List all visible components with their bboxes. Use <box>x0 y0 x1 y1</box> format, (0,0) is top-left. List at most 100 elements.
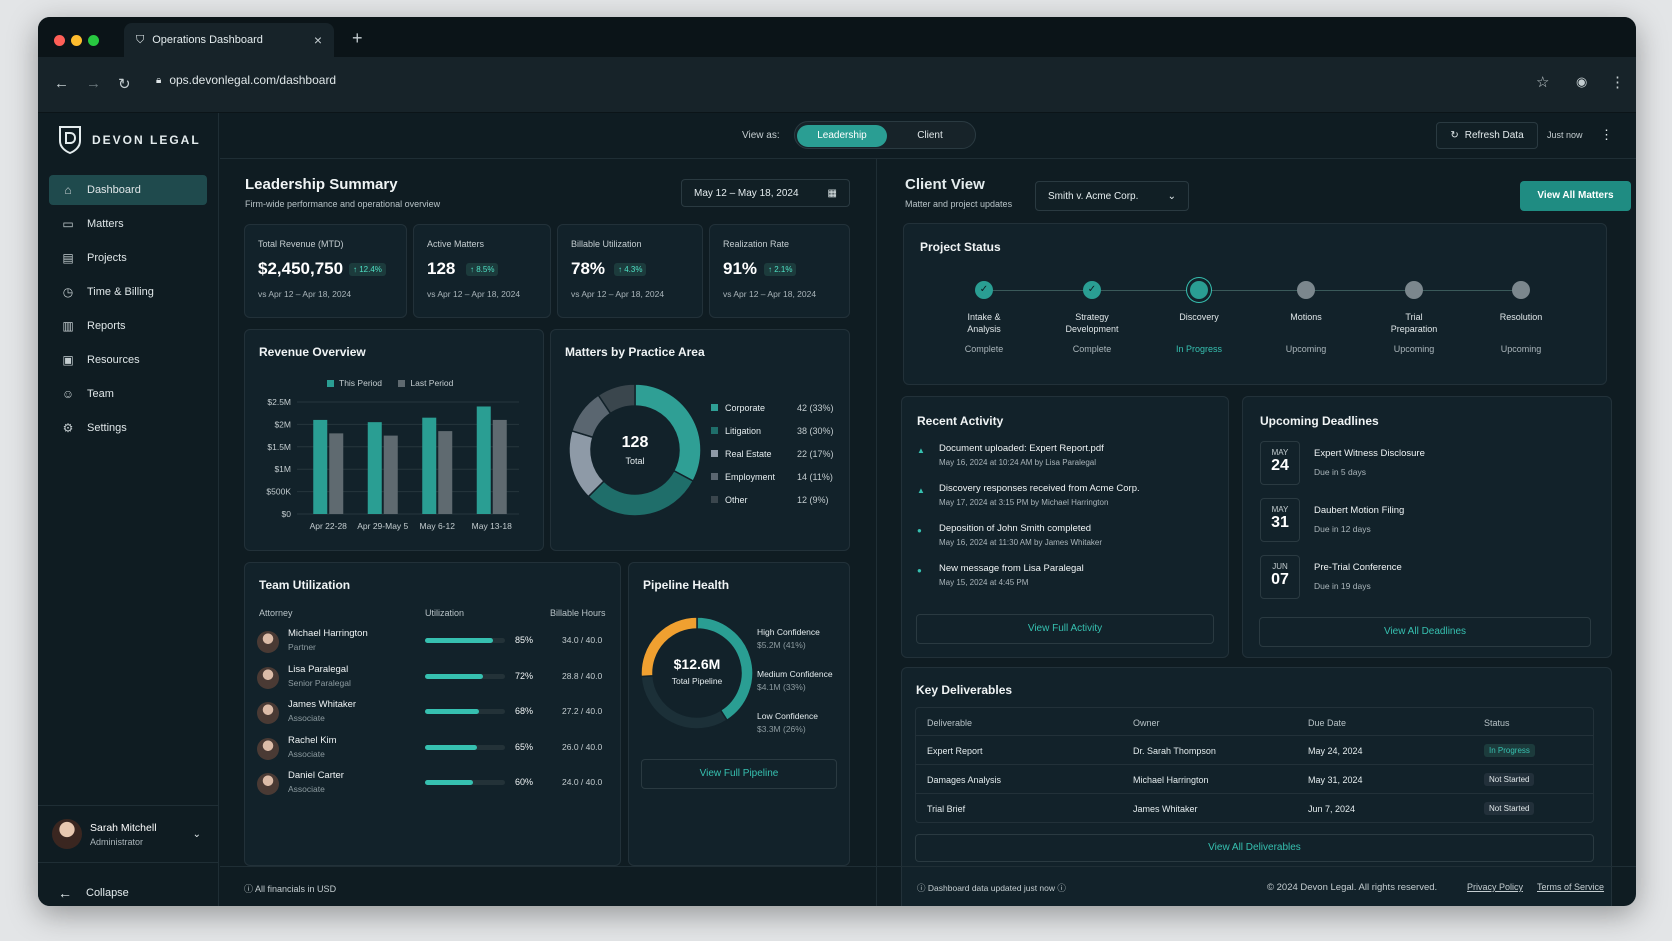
url-field[interactable]: 🔒︎ ops.devonlegal.com/dashboard <box>156 65 1526 95</box>
sidebar-item-projects[interactable]: ▤ Projects <box>49 243 207 273</box>
terms-of-service-link[interactable]: Terms of Service <box>1537 882 1605 892</box>
bar-this-period[interactable] <box>313 419 328 514</box>
table-row[interactable]: Expert Report Dr. Sarah Thompson May 24, 2… <box>916 736 1593 765</box>
forward-icon[interactable]: → <box>86 75 101 92</box>
date-range-picker[interactable]: May 12 – May 18, 2024 ▦ <box>681 179 850 207</box>
list-item[interactable]: MAY 24 Expert Witness Disclosure Due in 5 d… <box>1260 441 1590 487</box>
attorney-name: Daniel Carter <box>288 770 344 781</box>
browser-tab[interactable]: ⛉ Operations Dashboard × <box>124 23 334 57</box>
card-title: Recent Activity <box>917 414 1004 428</box>
y-tick-label: $1M <box>274 464 291 474</box>
matter-select[interactable]: Smith v. Acme Corp. ⌄ <box>1035 181 1189 211</box>
step-4[interactable]: Motions Upcoming <box>1256 312 1356 354</box>
sidebar-item-matters[interactable]: ▭ Matters <box>49 209 207 239</box>
view-full-pipeline-button[interactable]: View Full Pipeline <box>641 759 837 789</box>
new-tab-icon[interactable]: + <box>352 28 363 48</box>
kpi-card-revenue[interactable]: Total Revenue (MTD) $2,450,750 ↑ 12.4% v… <box>244 224 407 318</box>
profile-icon[interactable]: ◉ <box>1576 74 1588 89</box>
collapse-button[interactable]: ← Collapse <box>58 885 129 901</box>
attorney-role: Associate <box>288 713 325 723</box>
attorney-role: Associate <box>288 784 325 794</box>
practice-slice[interactable] <box>587 469 695 517</box>
sidebar-item-settings[interactable]: ⚙ Settings <box>49 413 207 443</box>
legend-row: Real Estate 22 (17%) <box>711 442 841 465</box>
list-item[interactable]: ● New message from Lisa Paralegal May 15, … <box>917 563 1217 597</box>
sidebar-item-resources[interactable]: ▣ Resources <box>49 345 207 375</box>
brand-logo[interactable]: DEVON LEGAL <box>58 125 201 155</box>
bar-this-period[interactable] <box>367 422 382 514</box>
donut-center-label: Total <box>625 456 645 466</box>
team-utilization-card: Team Utilization Attorney Utilization Bi… <box>244 562 621 866</box>
bar-last-period[interactable] <box>383 435 398 514</box>
view-all-matters-button[interactable]: View All Matters <box>1520 181 1631 211</box>
privacy-policy-link[interactable]: Privacy Policy <box>1467 882 1524 892</box>
sidebar-item-reports[interactable]: ▥ Reports <box>49 311 207 341</box>
step-5[interactable]: Trial Preparation Upcoming <box>1364 312 1464 354</box>
table-row[interactable]: Damages Analysis Michael Harrington May 31… <box>916 765 1593 794</box>
col-header-due-date: Due Date <box>1308 718 1347 728</box>
step-1[interactable]: Intake & Analysis Complete <box>934 312 1034 354</box>
status-badge: Not Started <box>1484 802 1535 815</box>
close-window-button[interactable] <box>54 35 65 46</box>
sidebar-item-time-billing[interactable]: ◷ Time & Billing <box>49 277 207 307</box>
step-2[interactable]: Strategy Development Complete <box>1042 312 1142 354</box>
bar-this-period[interactable] <box>422 417 437 514</box>
step-3[interactable]: Discovery In Progress <box>1149 312 1249 354</box>
pipeline-legend: High Confidence $5.2M (41%) Medium Confid… <box>757 626 833 736</box>
bar-this-period[interactable] <box>476 406 491 514</box>
list-item[interactable]: ▲ Document uploaded: Expert Report.pdf May… <box>917 443 1217 477</box>
step-6[interactable]: Resolution Upcoming <box>1471 312 1571 354</box>
sidebar-item-team[interactable]: ☺ Team <box>49 379 207 409</box>
attorney-name: James Whitaker <box>288 699 357 710</box>
list-item[interactable]: ▲ Discovery responses received from Acme … <box>917 483 1217 517</box>
bar-chart-icon: ▥ <box>62 319 74 333</box>
tab-client[interactable]: Client <box>917 130 943 141</box>
pipeline-slice[interactable] <box>640 616 698 678</box>
table-row[interactable]: Trial Brief James Whitaker Jun 7, 2024 Not … <box>916 794 1593 823</box>
date-badge: JUN 07 <box>1260 555 1300 599</box>
more-icon[interactable]: ⋮ <box>1600 127 1613 142</box>
practice-slice[interactable] <box>568 429 605 498</box>
list-item[interactable]: ● Deposition of John Smith completed May 1… <box>917 523 1217 557</box>
deadline-due: Due in 5 days <box>1314 467 1366 477</box>
deliverable-owner: Dr. Sarah Thompson <box>1133 746 1216 756</box>
revenue-bar-chart: $2.5M $2M $1.5M $1M $500K $0 Apr 22-28 Apr 29-M… <box>266 397 519 531</box>
tab-leadership[interactable]: Leadership <box>797 125 887 147</box>
kpi-card-utilization[interactable]: Billable Utilization 78% ↑ 4.3% vs Apr 1… <box>557 224 703 318</box>
lock-icon: 🔒︎ <box>156 74 162 86</box>
sidebar-item-label: Projects <box>87 252 127 264</box>
upcoming-deadlines-card: Upcoming Deadlines MAY 24 Expert Witness D… <box>1242 396 1612 658</box>
close-tab-icon[interactable]: × <box>313 32 322 48</box>
view-all-deadlines-button[interactable]: View All Deadlines <box>1259 617 1591 647</box>
kpi-card-realization[interactable]: Realization Rate 91% ↑ 2.1% vs Apr 12 – … <box>709 224 850 318</box>
recent-activity-card: Recent Activity ▲ Document uploaded: Expe… <box>901 396 1229 658</box>
view-all-deliverables-button[interactable]: View All Deliverables <box>915 834 1594 862</box>
minimize-window-button[interactable] <box>71 35 82 46</box>
chevron-down-icon: ⌄ <box>1167 190 1176 202</box>
card-title: Project Status <box>920 240 1001 254</box>
practice-slice[interactable] <box>597 383 636 415</box>
practice-slice[interactable] <box>634 383 702 483</box>
view-full-activity-button[interactable]: View Full Activity <box>916 614 1214 644</box>
kpi-card-active-matters[interactable]: Active Matters 128 ↑ 8.5% vs Apr 12 – Ap… <box>413 224 551 318</box>
reload-icon[interactable]: ↻ <box>118 76 131 93</box>
table-header: Deliverable Owner Due Date Status <box>916 708 1593 736</box>
bar-last-period[interactable] <box>492 419 507 514</box>
status-badge: Not Started <box>1484 773 1535 786</box>
chevron-down-icon[interactable]: ⌄ <box>192 828 201 840</box>
bar-last-period[interactable] <box>329 433 344 514</box>
list-item[interactable]: JUN 07 Pre-Trial Conference Due in 19 days <box>1260 555 1590 601</box>
kpi-label: Total Revenue (MTD) <box>258 239 344 249</box>
refresh-data-button[interactable]: ↻ Refresh Data <box>1436 122 1538 149</box>
sidebar-item-dashboard[interactable]: ⌂ Dashboard <box>49 175 207 205</box>
bar-last-period[interactable] <box>438 431 453 514</box>
user-menu[interactable]: Sarah Mitchell Administrator ⌄ <box>38 805 219 863</box>
back-icon[interactable]: ← <box>54 75 69 92</box>
kpi-compare: vs Apr 12 – Apr 18, 2024 <box>427 289 521 299</box>
list-item[interactable]: MAY 31 Daubert Motion Filing Due in 12 days <box>1260 498 1590 544</box>
browser-menu-icon[interactable]: ⋮ <box>1610 74 1625 91</box>
maximize-window-button[interactable] <box>88 35 99 46</box>
star-icon[interactable]: ☆ <box>1536 74 1550 91</box>
step-label: Trial <box>1405 312 1423 322</box>
date-day: 24 <box>1271 457 1289 474</box>
